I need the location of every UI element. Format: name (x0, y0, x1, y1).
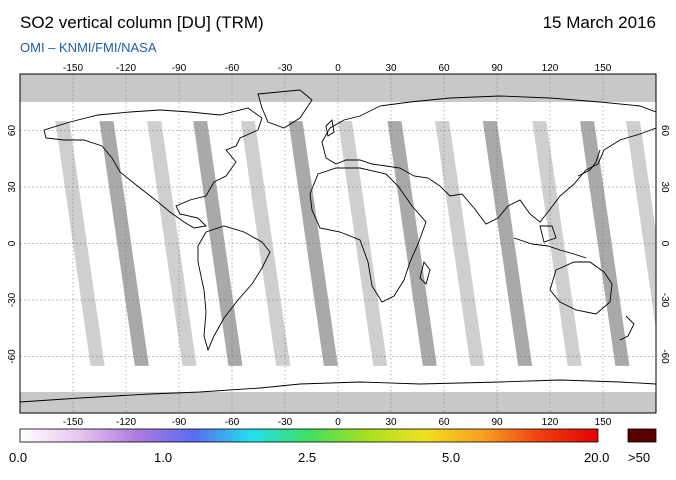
lat-tick-label: -60 (7, 349, 18, 364)
lon-tick-label: 120 (542, 417, 559, 428)
lon-tick-label: 30 (385, 63, 397, 74)
coast-south-america (197, 225, 271, 352)
colorbar-ramp (19, 428, 599, 443)
swath-gap (147, 121, 197, 366)
lon-tick-label: -30 (278, 63, 293, 74)
coastlines (20, 89, 656, 403)
map-title: SO2 vertical column [DU] (TRM) (20, 13, 264, 32)
coast-australia (549, 261, 613, 315)
coast-north-america (43, 107, 263, 229)
coast-madagascar (419, 260, 431, 285)
lon-tick-label: 90 (491, 417, 503, 428)
graticule (20, 74, 656, 413)
coast-indonesia (513, 237, 587, 259)
lon-tick-label: -150 (63, 63, 83, 74)
lon-tick-label: 90 (491, 63, 503, 74)
coast-antarctica (20, 379, 656, 403)
lat-ticks-left: 60 30 0 -30 -60 (7, 125, 18, 364)
map-panel[interactable] (19, 73, 675, 414)
lat-tick-label: 60 (659, 125, 670, 137)
lon-tick-label: 60 (438, 417, 450, 428)
lon-ticks-bottom: -150 -120 -90 -60 -30 0 30 60 90 120 150 (63, 417, 612, 428)
lon-tick-label: 150 (595, 417, 612, 428)
lon-tick-label: -30 (278, 417, 293, 428)
swath-gap (435, 121, 485, 366)
map-frame (19, 73, 657, 414)
lon-tick-label: 0 (335, 63, 341, 74)
lat-ticks-right: 60 30 0 -30 -60 (659, 125, 670, 364)
lat-tick-label: 30 (7, 181, 18, 193)
colorbar-label-1: 1.0 (154, 450, 173, 465)
colorbar-label-2: 2.5 (298, 450, 317, 465)
colorbar-label-0: 0.0 (9, 450, 28, 465)
swath-gap (338, 121, 388, 366)
coast-greenland (257, 89, 313, 129)
lat-tick-label: -30 (7, 292, 18, 307)
coast-borneo (539, 225, 557, 243)
lat-tick-label: -30 (659, 293, 670, 308)
data-credit: OMI – KNMI/FMI/NASA (20, 40, 157, 55)
lat-tick-label: 0 (7, 240, 18, 246)
swath-gap (193, 121, 243, 366)
lon-tick-label: -150 (63, 417, 83, 428)
lat-tick-label: 0 (659, 241, 670, 247)
swath-gap (625, 121, 656, 330)
lon-tick-label: -90 (172, 417, 187, 428)
coast-british-isles (325, 119, 335, 137)
colorbar (19, 428, 657, 443)
coast-new-zealand (619, 315, 635, 341)
colorbar-label-3: 5.0 (442, 450, 461, 465)
colorbar-label-4: 20.0 (584, 450, 610, 465)
lon-ticks-top: -150 -120 -90 -60 -30 0 30 60 90 120 150 (63, 63, 612, 74)
lon-tick-label: 30 (385, 417, 397, 428)
coast-africa (309, 167, 427, 303)
lon-tick-label: -90 (172, 63, 187, 74)
lon-tick-label: 120 (542, 63, 559, 74)
map-date: 15 March 2016 (542, 13, 656, 32)
lat-tick-label: 30 (659, 181, 670, 193)
lon-tick-label: 0 (335, 417, 341, 428)
coast-japan (577, 149, 601, 177)
lat-tick-label: -60 (659, 349, 670, 364)
colorbar-overflow-swatch (627, 428, 657, 443)
lon-tick-label: -120 (116, 63, 136, 74)
coast-eurasia (321, 95, 656, 225)
lon-tick-label: 150 (595, 63, 612, 74)
lon-tick-label: -60 (225, 63, 240, 74)
swath-gap (482, 121, 533, 366)
lon-tick-label: -120 (116, 417, 136, 428)
lon-tick-label: -60 (225, 417, 240, 428)
colorbar-overflow-label: >50 (628, 450, 651, 465)
lat-tick-label: 60 (7, 125, 18, 137)
lon-tick-label: 60 (438, 63, 450, 74)
